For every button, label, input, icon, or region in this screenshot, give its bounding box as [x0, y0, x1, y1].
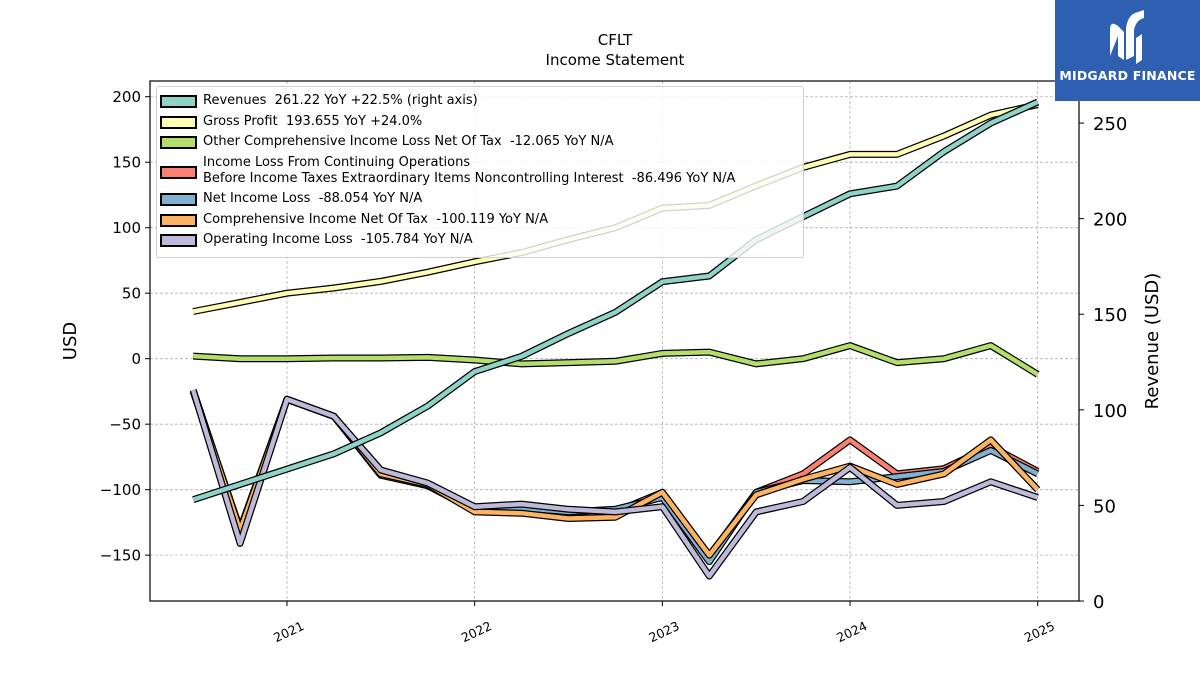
y-right-tick-label: 250 — [1093, 114, 1127, 135]
legend-swatch-gross — [160, 115, 197, 129]
y-left-tick-label: −50 — [109, 416, 141, 434]
y-left-tick-label: 150 — [112, 154, 141, 172]
legend: Revenues 261.22 YoY +22.5% (right axis) G… — [156, 86, 804, 258]
legend-label-net: Net Income Loss -88.054 YoY N/A — [203, 191, 423, 206]
logo-mark-icon — [1110, 10, 1144, 64]
legend-swatch-other — [160, 136, 197, 149]
y-right-tick-label: 100 — [1093, 401, 1127, 422]
y-left-tick-label: −150 — [100, 547, 141, 565]
y-right-tick-label: 0 — [1093, 592, 1104, 613]
y-right-tick-label: 200 — [1093, 210, 1127, 231]
legend-swatch-pretax — [160, 165, 197, 179]
y-left-tick-label: −100 — [100, 481, 141, 499]
brand-logo: MIDGARD FINANCE — [1055, 0, 1200, 101]
legend-swatch-compr — [160, 213, 197, 227]
y-right-tick-label: 50 — [1093, 496, 1116, 517]
legend-label-gross: Gross Profit 193.655 YoY +24.0% — [203, 113, 423, 129]
y-left-tick-label: 50 — [122, 285, 141, 303]
legend-label-compr: Comprehensive Income Net Of Tax -100.119… — [203, 211, 549, 227]
chart-title: CFLT — [597, 31, 633, 49]
legend-swatch-net — [160, 193, 197, 206]
legend-swatch-oper — [160, 234, 197, 247]
x-tick-label: 2024 — [834, 618, 869, 645]
series-line-oper — [191, 389, 1039, 579]
y-left-axis-label: USD — [60, 322, 81, 360]
y-right-tick-label: 150 — [1093, 305, 1127, 326]
y-right-axis-label: Revenue (USD) — [1142, 273, 1163, 410]
y-left-tick-label: 200 — [112, 88, 141, 106]
series-line-net — [191, 390, 1039, 564]
y-left-tick-label: 100 — [112, 219, 141, 237]
legend-label-pretax: Income Loss From Continuing Operations B… — [203, 154, 736, 186]
x-tick-label: 2021 — [271, 618, 306, 645]
series-line-other — [193, 343, 1039, 377]
x-tick-label: 2022 — [459, 618, 494, 645]
x-tick-label: 2025 — [1022, 618, 1057, 645]
brand-logo-text: MIDGARD FINANCE — [1059, 68, 1196, 83]
y-left-tick-label: 0 — [131, 350, 141, 368]
legend-label-oper: Operating Income Loss -105.784 YoY N/A — [203, 232, 473, 247]
legend-swatch-rev — [160, 95, 197, 108]
chart-subtitle: Income Statement — [545, 51, 685, 69]
legend-label-rev: Revenues 261.22 YoY +22.5% (right axis) — [203, 93, 478, 108]
plot-frame — [149, 80, 1080, 602]
x-tick-label: 2023 — [646, 618, 681, 645]
series-line-rev — [192, 99, 1039, 502]
legend-label-other: Other Comprehensive Income Loss Net Of T… — [203, 134, 614, 149]
